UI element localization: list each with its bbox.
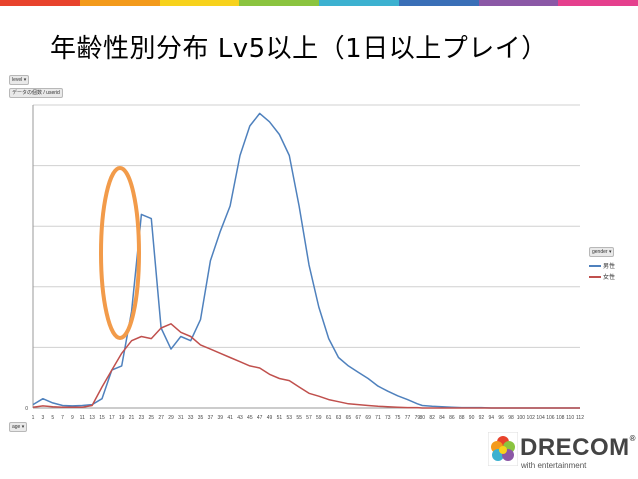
age-field-button[interactable]: age ▾ — [9, 422, 28, 432]
drecom-logo: DRECOM® with entertainment — [487, 431, 636, 472]
x-tick-label: 37 — [208, 415, 214, 421]
x-tick-label: 73 — [385, 415, 391, 421]
x-tick-label: 3 — [41, 415, 44, 421]
accent-bar-segment — [159, 0, 241, 6]
x-tick-label: 77 — [405, 415, 411, 421]
x-tick-label: 92 — [479, 415, 485, 421]
x-tick-label: 7 — [61, 415, 64, 421]
legend-label-female: 女性 — [603, 275, 616, 281]
x-tick-label: 104 — [536, 415, 545, 421]
dropdown-arrow-icon: ▾ — [23, 77, 27, 83]
x-tick-label: 23 — [139, 415, 145, 421]
x-tick-label: 9 — [71, 415, 74, 421]
y-tick-label: 0 — [25, 406, 28, 412]
chart-axes — [32, 105, 580, 409]
legend-line-female — [589, 275, 601, 278]
y-tick-labels: 0 — [25, 406, 28, 412]
x-tick-label: 86 — [449, 415, 455, 421]
legend-item-female: 女性 — [589, 271, 625, 282]
x-tick-label: 11 — [80, 415, 85, 421]
x-tick-label: 84 — [439, 415, 445, 421]
accent-bar-segment — [0, 0, 81, 6]
level-filter-label: level — [12, 77, 23, 83]
logo-tagline: with entertainment — [521, 461, 587, 470]
flower-logo-icon — [487, 431, 519, 467]
x-tick-label: 65 — [346, 415, 352, 421]
x-tick-label: 47 — [257, 415, 263, 421]
accent-bar-segment — [398, 0, 480, 6]
slide-title: 年齢性別分布 Lv5以上（1日以上プレイ） — [50, 34, 548, 64]
x-tick-label: 51 — [277, 415, 283, 421]
x-tick-label: 21 — [129, 415, 135, 421]
x-tick-label: 29 — [168, 415, 174, 421]
accent-bar-segment — [478, 0, 560, 6]
x-tick-label: 67 — [355, 415, 361, 421]
x-tick-label: 13 — [89, 415, 95, 421]
x-tick-label: 33 — [188, 415, 194, 421]
logo-wordmark: DRECOM® — [520, 434, 637, 461]
x-tick-label: 106 — [546, 415, 555, 421]
accent-bar-segment — [319, 0, 400, 6]
gender-field-button[interactable]: gender ▾ — [589, 247, 615, 257]
x-tick-label: 59 — [316, 415, 322, 421]
accent-bar-segment — [558, 0, 638, 6]
legend: gender ▾ 男性 女性 — [589, 240, 625, 282]
x-tick-label: 5 — [51, 415, 54, 421]
x-tick-label: 79 — [415, 415, 421, 421]
x-tick-label: 110 — [566, 415, 574, 421]
x-tick-label: 31 — [178, 415, 184, 421]
x-tick-label: 98 — [508, 415, 514, 421]
series-line-female — [32, 323, 580, 409]
x-tick-label: 1 — [32, 415, 35, 421]
legend-label-male: 男性 — [603, 264, 616, 270]
x-tick-label: 49 — [267, 415, 273, 421]
x-tick-label: 45 — [247, 415, 253, 421]
x-tick-label: 69 — [365, 415, 371, 421]
x-tick-label: 17 — [109, 415, 115, 421]
data-field-button[interactable]: データの個数 / userid — [9, 88, 63, 98]
x-tick-label: 94 — [489, 415, 495, 421]
x-tick-label: 90 — [469, 415, 475, 421]
x-tick-label: 102 — [527, 415, 536, 421]
x-tick-label: 15 — [99, 415, 105, 421]
dropdown-arrow-icon: ▾ — [21, 424, 25, 430]
x-tick-label: 100 — [517, 415, 526, 421]
data-field-label: データの個数 / userid — [12, 90, 60, 96]
x-tick-label: 108 — [556, 415, 565, 421]
accent-color-bar — [0, 0, 638, 8]
age-field-label: age — [12, 424, 21, 430]
legend-line-male — [589, 264, 601, 267]
x-tick-label: 75 — [395, 415, 401, 421]
accent-bar-segment — [239, 0, 320, 6]
x-tick-label: 39 — [217, 415, 223, 421]
x-tick-label: 88 — [459, 415, 465, 421]
x-tick-label: 19 — [119, 415, 125, 421]
dropdown-arrow-icon: ▾ — [608, 249, 612, 255]
highlight-circle — [99, 166, 141, 340]
x-tick-label: 71 — [375, 415, 381, 421]
x-tick-label: 112 — [576, 415, 584, 421]
x-tick-label: 53 — [286, 415, 292, 421]
series-lines — [32, 112, 580, 409]
x-tick-label: 27 — [158, 415, 164, 421]
x-tick-label: 55 — [296, 415, 302, 421]
x-tick-label: 41 — [227, 415, 233, 421]
x-tick-label: 63 — [336, 415, 342, 421]
x-tick-label: 43 — [237, 415, 243, 421]
legend-item-male: 男性 — [589, 260, 625, 271]
x-tick-labels: 1 3 5 7 9 11 13 15 17 19 21 23 25 27 29 31 33 35 37 39 41 43 4… — [32, 415, 585, 421]
gender-field-label: gender — [592, 249, 608, 255]
x-tick-label: 25 — [148, 415, 154, 421]
accent-bar-segment — [79, 0, 161, 6]
x-tick-label: 80 — [420, 415, 426, 421]
x-tick-label: 57 — [306, 415, 312, 421]
x-tick-label: 82 — [429, 415, 435, 421]
x-tick-label: 35 — [198, 415, 204, 421]
x-tick-label: 61 — [326, 415, 332, 421]
level-filter-button[interactable]: level ▾ — [9, 75, 30, 85]
x-tick-label: 96 — [498, 415, 504, 421]
gridlines — [33, 104, 580, 348]
